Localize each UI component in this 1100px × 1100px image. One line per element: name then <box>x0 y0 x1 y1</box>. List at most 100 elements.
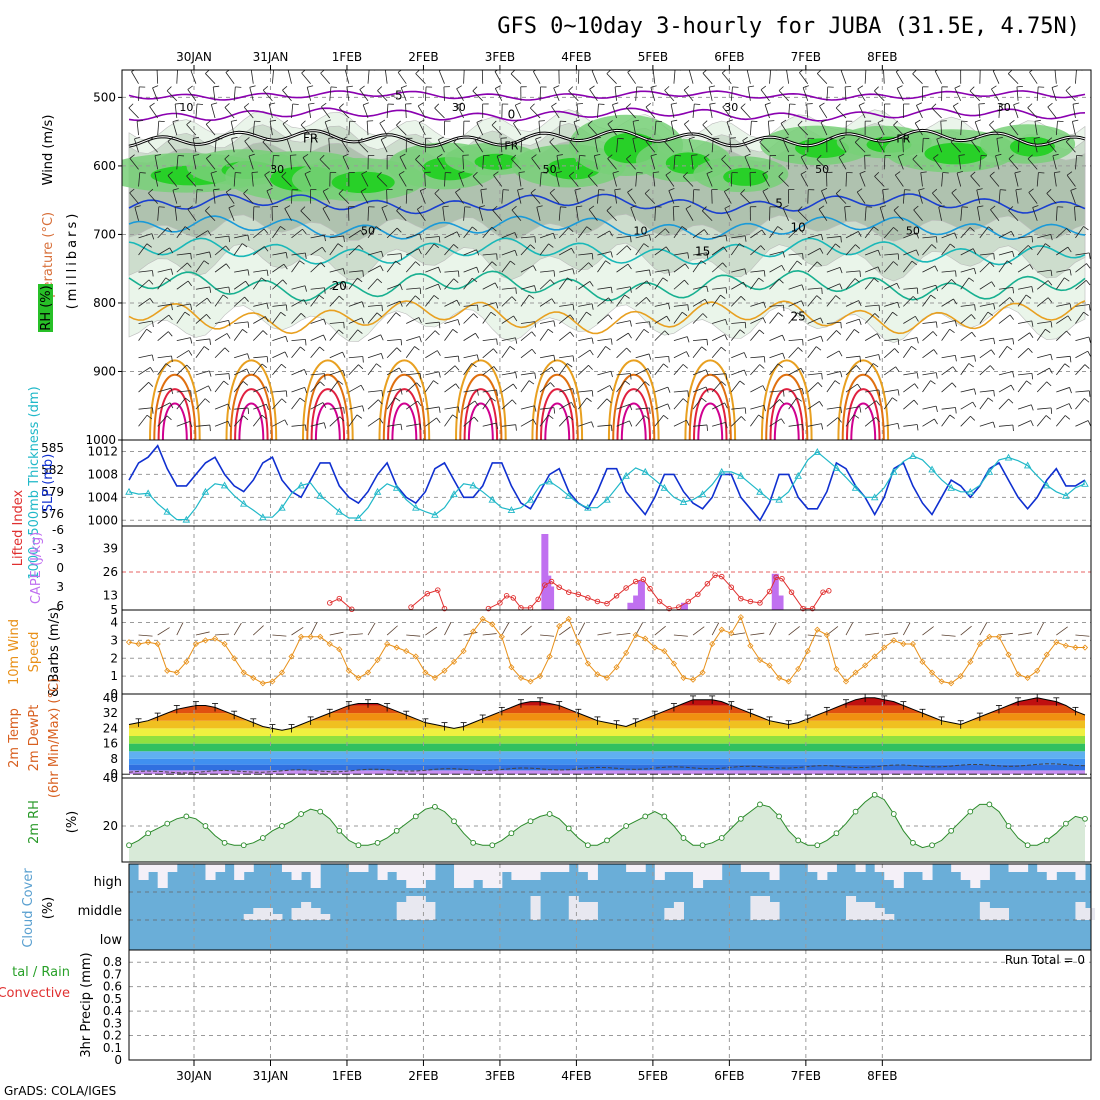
cape-bar <box>547 586 555 610</box>
wind-barb-flag <box>284 351 288 358</box>
wind-barb-flag <box>534 405 537 412</box>
wind-barb-flag <box>780 418 785 424</box>
wind-barb-flag <box>606 398 612 404</box>
wind-barb-flag <box>878 305 881 312</box>
wind-barb-flag <box>569 331 575 337</box>
wind-barb-flag <box>932 331 938 337</box>
wind-barb <box>1051 87 1057 101</box>
wind-barb-flag <box>819 401 824 407</box>
wind-barb <box>264 174 273 187</box>
wind-barb-flag <box>264 246 269 252</box>
wind-barb-flag <box>515 424 517 431</box>
wind-barb-flag <box>362 405 365 412</box>
wind-barb <box>956 172 962 187</box>
wind-barb-flag <box>721 154 727 160</box>
wind-barb-flag <box>172 119 179 123</box>
wind-barb <box>998 346 1008 359</box>
wind-barb-flag <box>1083 226 1089 231</box>
middle-cloud-gap <box>415 896 426 920</box>
high-cloud-gap <box>874 864 885 872</box>
wind10m-marker <box>594 671 601 678</box>
wind-barb-flag <box>911 346 917 351</box>
wind-barb <box>903 337 918 342</box>
wind-barb-flag <box>282 279 288 285</box>
wind-barb-flag <box>855 244 861 249</box>
wind-barb-flag <box>261 363 267 369</box>
wind-barb-flag <box>265 316 269 322</box>
wind-barb <box>859 173 866 187</box>
wind-barb-flag <box>743 282 747 288</box>
wind-barb <box>291 338 306 342</box>
lifted-index-marker <box>738 595 744 602</box>
wind-barb <box>289 155 292 170</box>
wind-barb-flag <box>1065 86 1071 91</box>
wind-barb-flag <box>873 226 879 231</box>
wind-barb <box>540 320 554 324</box>
high-cloud-gap <box>807 864 818 872</box>
wind-barb-flag <box>933 154 939 159</box>
wind-barb <box>1075 350 1088 359</box>
slp-tick-label: 1000 <box>87 513 118 527</box>
wind-barb-flag <box>397 70 403 73</box>
wind-barb <box>176 262 188 273</box>
boundary-layer-contour <box>382 374 426 440</box>
wind-barb <box>750 270 765 273</box>
wind-barb-flag <box>783 390 785 397</box>
wind-barb <box>635 172 638 187</box>
wind-barb <box>482 226 493 239</box>
wind-barb-flag <box>705 369 709 376</box>
wind-barb <box>883 397 893 410</box>
cape-bar <box>776 595 784 610</box>
wind-barb-flag <box>419 423 422 430</box>
wind10m-tick-label: 4 <box>110 616 118 630</box>
wind-barb-flag <box>247 407 250 414</box>
wind-barb-flag <box>768 120 775 122</box>
wind-barb <box>425 417 437 427</box>
wind-barb <box>578 421 592 427</box>
wind-barb-flag <box>244 296 249 302</box>
wind-barb-flag <box>664 86 670 91</box>
wind10m-barb <box>558 626 571 636</box>
wind-barb-flag <box>726 119 733 123</box>
wind-barb <box>630 207 637 221</box>
wind-barb-flag <box>322 188 329 192</box>
isotherm-line <box>128 237 1086 266</box>
wind-barb <box>310 346 320 359</box>
wind-barb <box>496 156 503 170</box>
wind-barb <box>760 89 770 102</box>
wind-barb <box>635 269 650 273</box>
wind-barb-flag <box>610 338 613 345</box>
wind-barb <box>673 263 686 273</box>
wind-barb <box>444 244 454 256</box>
wind-barb <box>750 385 763 393</box>
wind-barb <box>979 349 992 359</box>
wind-barb <box>746 70 751 84</box>
wind-barb <box>253 228 265 239</box>
wind-barb-flag <box>211 102 218 105</box>
wind-barb-flag <box>151 320 154 328</box>
wind-barb <box>1037 269 1052 273</box>
wind-barb-flag <box>491 226 497 232</box>
boundary-layer-contour <box>773 402 800 440</box>
wind-barb-flag <box>797 312 803 317</box>
wind-barb-flag <box>555 171 562 174</box>
wind-barb <box>845 278 856 290</box>
wind-barb-flag <box>763 270 766 277</box>
wind-barb-flag <box>569 171 575 177</box>
wind-barb <box>864 206 867 221</box>
boundary-layer-contour <box>149 359 201 440</box>
wind-barb <box>922 236 937 239</box>
wind-barb <box>367 418 380 427</box>
wind-barb-flag <box>1047 137 1053 142</box>
wind-barb <box>578 364 589 376</box>
wind-barb-flag <box>936 136 943 140</box>
thickness-tick-label: 585 <box>41 441 64 455</box>
high-cloud-gap <box>769 864 780 880</box>
wind-barb-flag <box>270 119 277 122</box>
wind-barb <box>520 331 533 341</box>
wind-barb-flag <box>134 205 141 208</box>
wind-barb <box>362 104 369 119</box>
wind-barb-flag <box>612 102 619 105</box>
wind-barb-flag <box>782 352 786 359</box>
